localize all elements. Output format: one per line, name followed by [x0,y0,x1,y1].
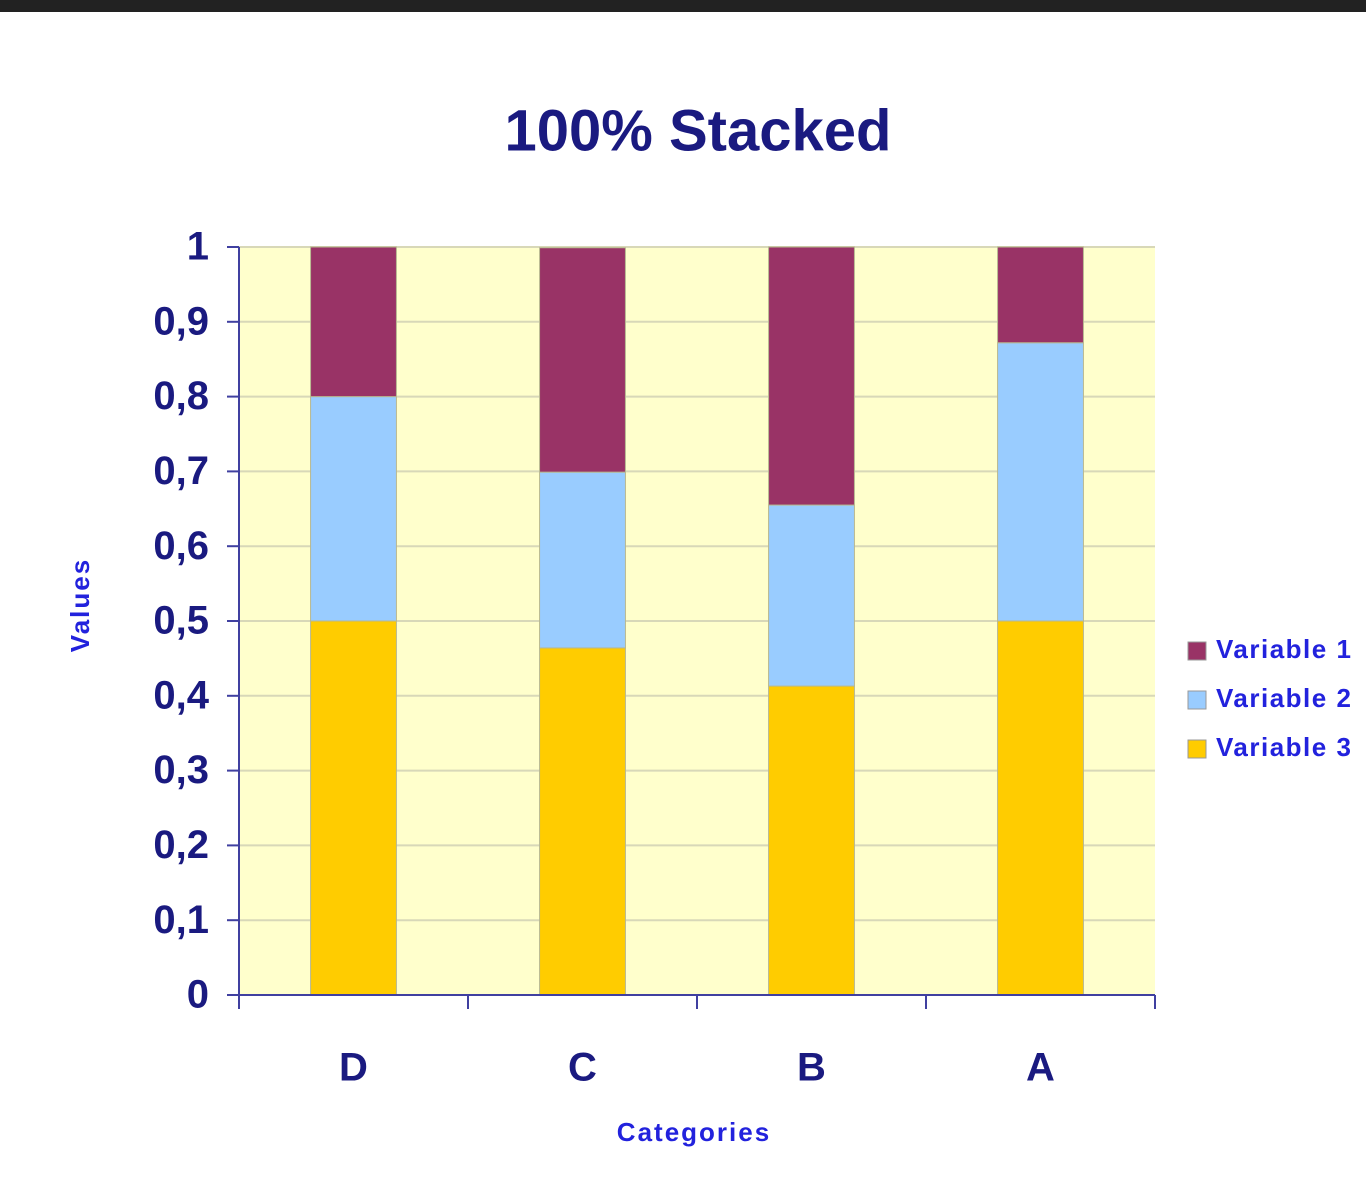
window-bar [0,0,1366,12]
y-tick-label: 0,1 [153,898,209,942]
bar-segment [310,246,397,398]
legend-swatch [1187,641,1207,661]
y-tick-label: 0,5 [153,599,209,643]
bar-segment [768,685,855,996]
bar-segment [768,504,855,687]
bar-segment [539,471,626,649]
bar-segment [310,396,397,622]
x-tick-label: C [568,1046,597,1090]
x-tick-label: A [1026,1046,1055,1090]
legend-label: Variable 1 [1216,634,1352,664]
legend-label: Variable 3 [1216,732,1352,762]
y-tick-label: 0,9 [153,299,209,343]
bar-segment [310,620,397,996]
bar-segment [997,620,1084,996]
bar-segment [997,246,1084,344]
x-tick-label: B [797,1046,826,1090]
y-tick-label: 0,7 [153,449,209,493]
legend-swatch [1187,739,1207,759]
bar-segment [768,246,855,506]
y-tick-label: 0 [187,973,209,1017]
y-tick-label: 1 [187,225,209,269]
bar-segment [539,647,626,996]
y-tick-label: 0,2 [153,823,209,867]
x-tick-label: D [339,1046,368,1090]
y-tick-label: 0,8 [153,374,209,418]
chart-title: 100% Stacked [505,98,892,163]
y-tick-label: 0,3 [153,748,209,792]
legend-swatch [1187,690,1207,710]
y-tick-label: 0,4 [153,673,209,717]
y-axis-label: Values [65,558,95,652]
bar-segment [997,342,1084,622]
x-axis-label: Categories [617,1117,771,1147]
legend-label: Variable 2 [1216,683,1352,713]
y-tick-label: 0,6 [153,524,209,568]
bar-segment [539,247,626,473]
